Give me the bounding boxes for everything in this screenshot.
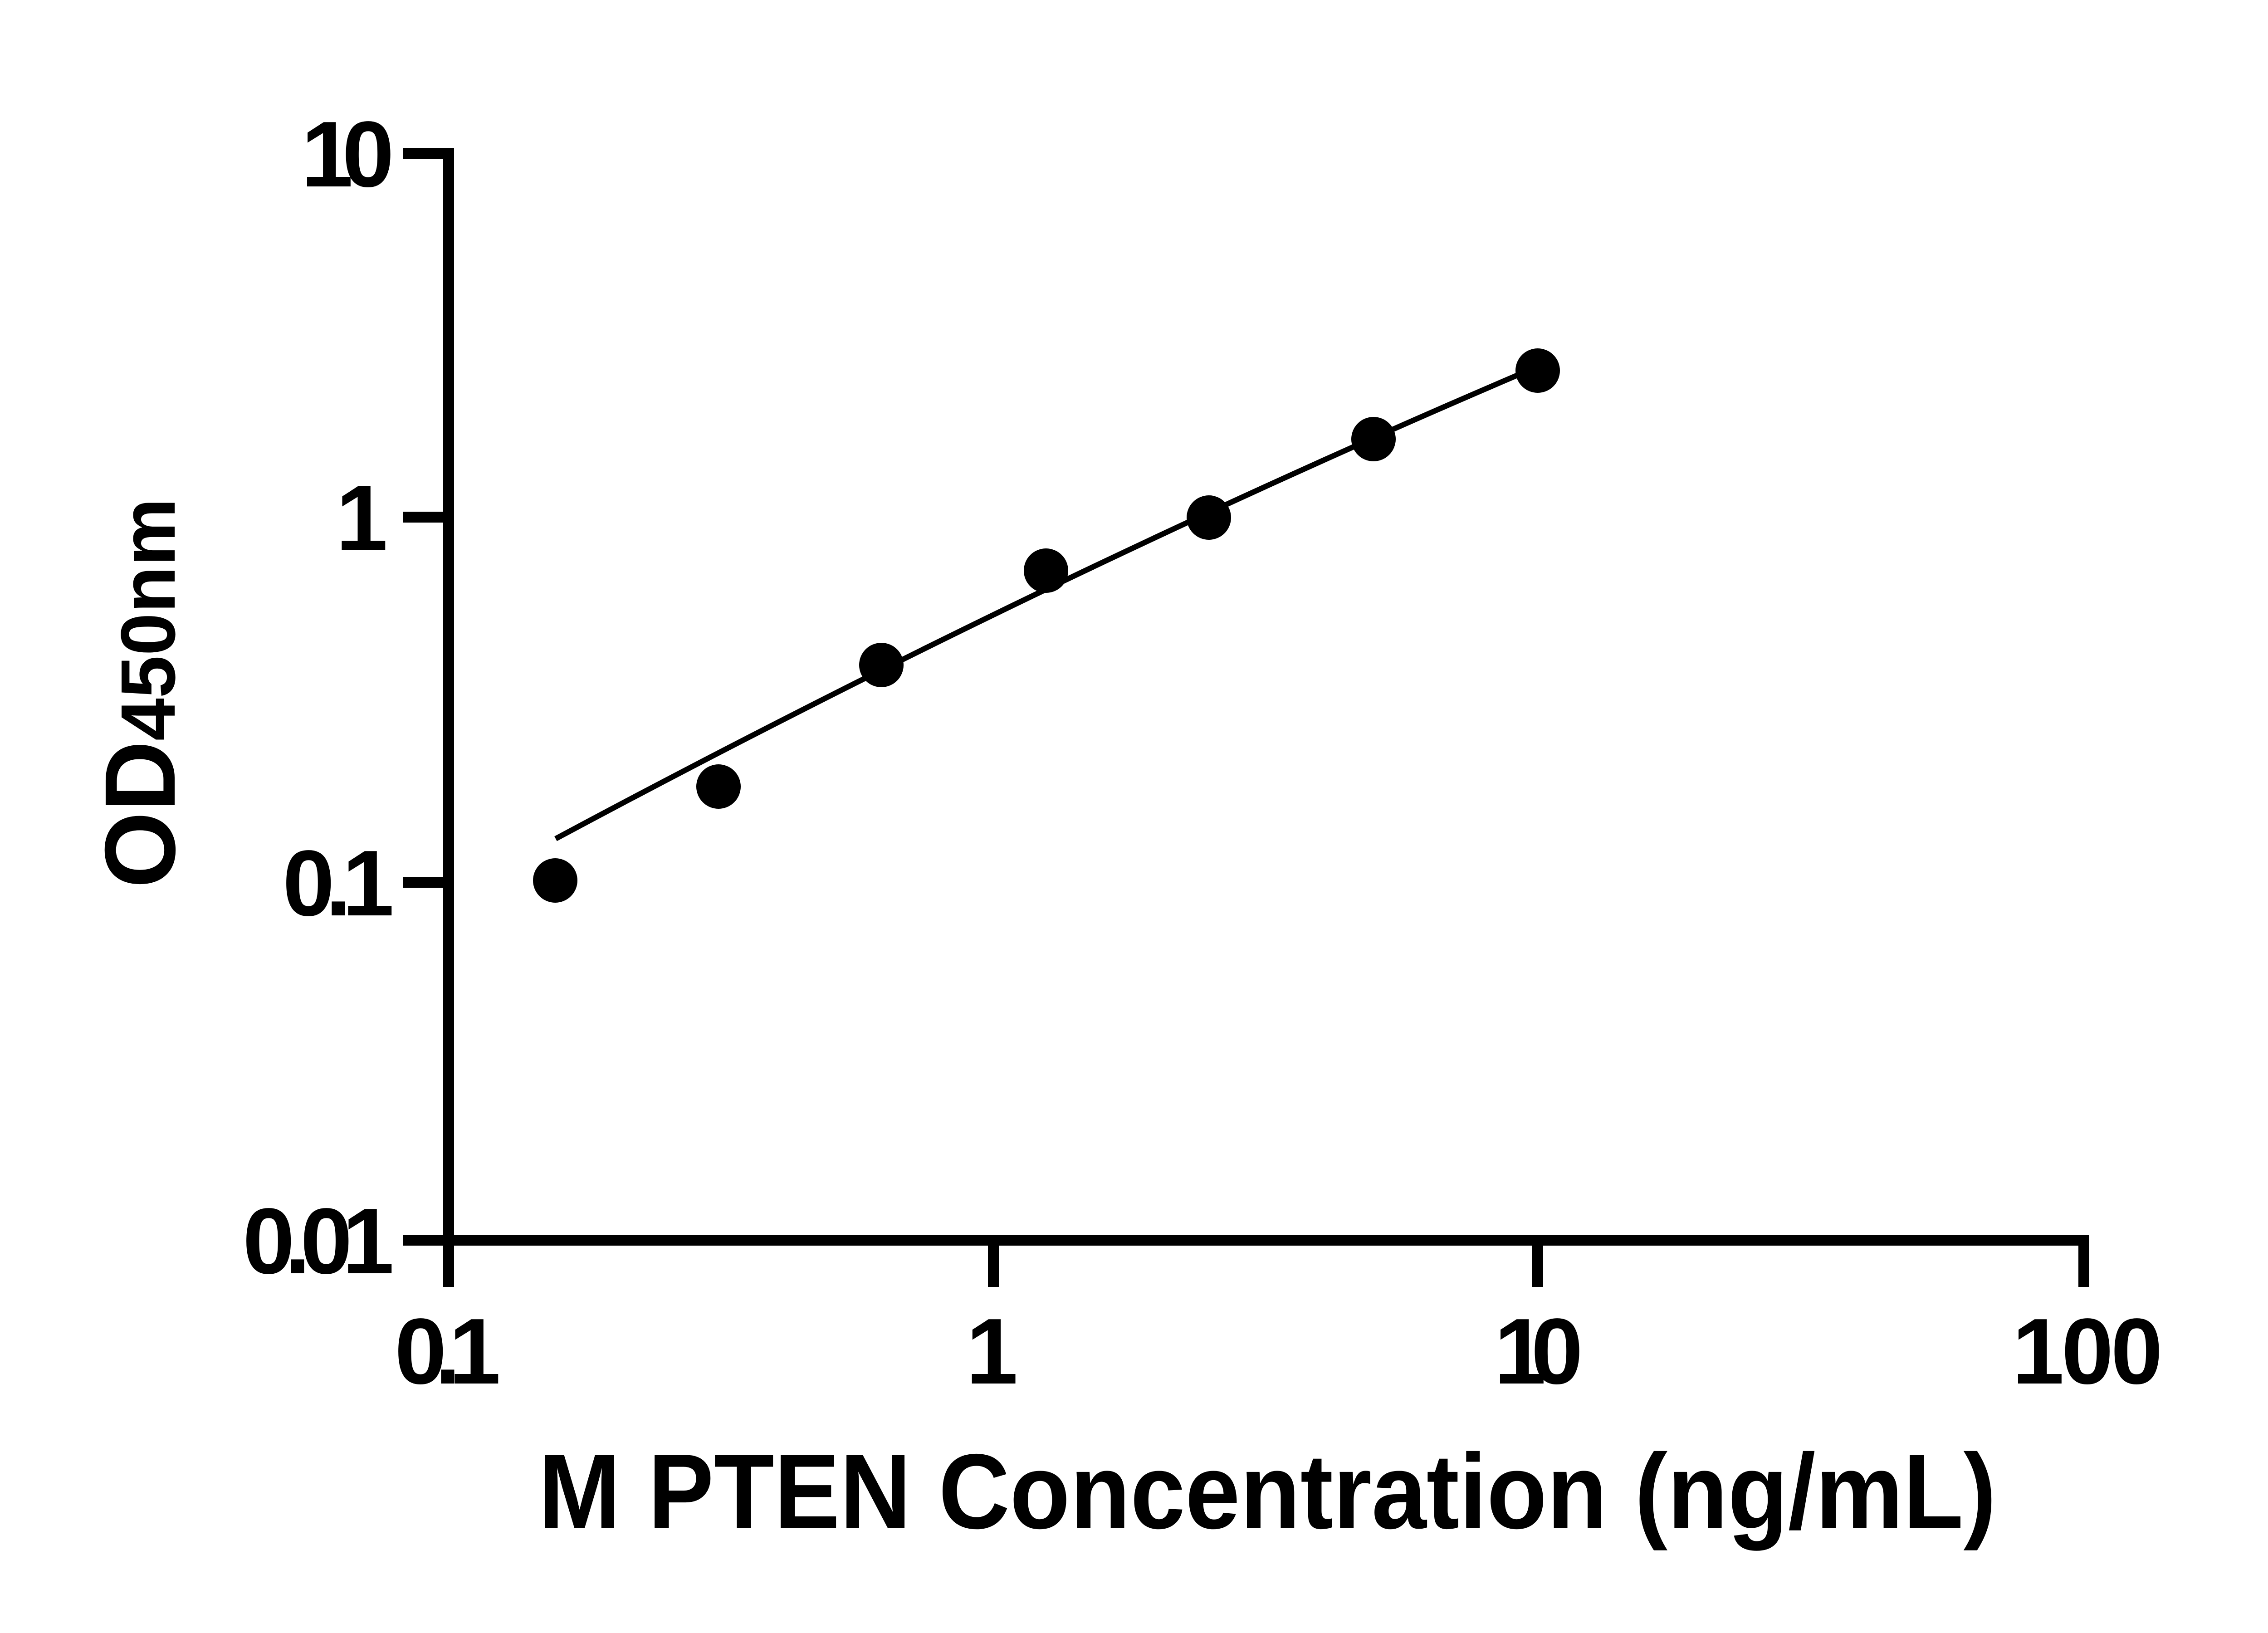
svg-text:10: 10 [1494, 1299, 1583, 1403]
svg-text:OD: OD [84, 741, 196, 888]
svg-text:1: 1 [966, 1299, 1018, 1403]
svg-text:0.1: 0.1 [395, 1299, 501, 1403]
svg-text:100: 100 [2012, 1299, 2163, 1403]
svg-text:10: 10 [301, 102, 394, 206]
svg-text:0.1: 0.1 [283, 831, 394, 935]
svg-text:450nm: 450nm [105, 498, 191, 741]
svg-text:1: 1 [336, 466, 388, 570]
svg-text:0.01: 0.01 [243, 1189, 394, 1293]
svg-text:M PTEN Concentration (ng/mL): M PTEN Concentration (ng/mL) [538, 1432, 1996, 1551]
